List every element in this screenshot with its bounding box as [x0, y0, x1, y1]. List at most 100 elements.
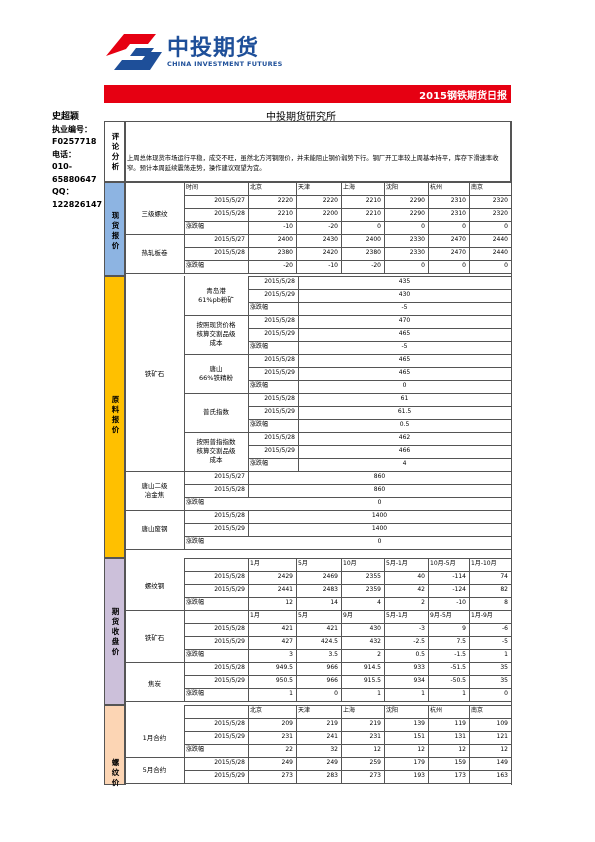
price-value: 2220: [277, 197, 293, 204]
price-value: 0: [377, 223, 381, 230]
institute-name: 中投期货研究所: [266, 112, 336, 123]
price-value: 1: [289, 690, 293, 697]
price-value: 163: [496, 772, 508, 779]
grid-line: [184, 744, 511, 745]
price-value: 7.5: [456, 638, 466, 645]
analyst-info: 史超颖 执业编号： F0257718 电话： 010- 65880647 QQ：…: [52, 111, 102, 211]
grid-line: [341, 662, 342, 701]
price-value: 934: [413, 677, 425, 684]
price-value: 2359: [365, 586, 381, 593]
section-raw: 原料报价: [104, 276, 125, 558]
grid-line: [298, 276, 299, 315]
price-value: 427: [281, 638, 293, 645]
price-value: 2355: [365, 573, 381, 580]
column-header: 北京: [250, 707, 263, 714]
price-value: 3: [289, 651, 293, 658]
column-header: 天津: [298, 707, 311, 714]
grid-line: [248, 315, 249, 354]
price-value: 2320: [492, 210, 508, 217]
grid-line: [184, 510, 511, 511]
price-value: 2441: [277, 586, 293, 593]
grid-line: [248, 662, 249, 701]
grid-line: [248, 289, 511, 290]
grid-line: [248, 393, 249, 432]
column-header: 天津: [298, 184, 311, 191]
qq-label: QQ：: [52, 187, 74, 196]
column-header: 南京: [471, 184, 484, 191]
grid-line: [248, 182, 249, 273]
material-name: 铁矿石: [144, 369, 165, 378]
grid-line: [248, 302, 511, 303]
price-value: -10: [328, 262, 338, 269]
grid-line: [184, 675, 511, 676]
grid-line: [184, 471, 511, 472]
grid-line: [184, 484, 511, 485]
row-date: 2015/5/29: [264, 447, 295, 454]
price-value: 139: [413, 720, 425, 727]
price-value: 1: [504, 651, 508, 658]
grid-line: [296, 182, 297, 273]
price-value: 2469: [322, 573, 338, 580]
price-value: 1: [462, 690, 466, 697]
price-value: 2210: [277, 210, 293, 217]
grid-line: [184, 636, 511, 637]
price-value: 0: [421, 262, 425, 269]
price-value: 40: [417, 573, 425, 580]
grid-line: [248, 610, 249, 662]
grid-line: [184, 523, 511, 524]
price-value: 3.5: [328, 651, 338, 658]
row-date: 2015/5/29: [214, 772, 245, 779]
price-value: 12: [500, 746, 508, 753]
price-value: 61: [400, 395, 409, 402]
price-value: 1400: [371, 525, 388, 532]
index-name: 普氏指数: [203, 408, 229, 416]
section-futures-label: 期货收盘价: [111, 607, 120, 656]
material-name: 唐山废钢: [141, 525, 168, 533]
price-value: 61.5: [397, 408, 412, 415]
product-name: 三级螺纹: [141, 210, 168, 218]
row-date: 2015/5/29: [214, 733, 245, 740]
column-header: 沈阳: [386, 707, 399, 714]
price-value: 231: [281, 733, 293, 740]
price-value: 0: [462, 262, 466, 269]
product-name: 热轧板卷: [141, 249, 168, 257]
price-value: 249: [326, 759, 338, 766]
grid-line: [184, 705, 511, 706]
row-date: 2015/5/28: [214, 573, 245, 580]
report-banner: 2015钢铁期货日报: [104, 85, 511, 103]
price-value: 0: [377, 538, 382, 545]
row-date: 涨跌幅: [186, 262, 205, 269]
contract-name: 1月合约: [142, 733, 167, 742]
qq-number: 122826147: [52, 199, 103, 209]
grid-line: [184, 195, 511, 196]
price-value: 2200: [322, 210, 338, 217]
price-value: 430: [398, 291, 411, 298]
row-date: 涨跌幅: [186, 499, 205, 506]
grid-line: [248, 328, 511, 329]
price-value: 173: [454, 772, 466, 779]
grid-line: [384, 662, 385, 701]
price-value: 0: [402, 382, 407, 389]
column-header: 上海: [343, 707, 356, 714]
grid-line: [428, 558, 429, 610]
price-value: 421: [281, 625, 293, 632]
price-value: -10: [456, 599, 466, 606]
column-header: 5月-1月: [386, 560, 408, 567]
grid-line: [184, 705, 185, 783]
grid-line: [428, 705, 429, 783]
grid-line: [248, 315, 511, 316]
analyst-name: 史超颖: [52, 112, 80, 122]
index-name: 按照现货价格 核算交割品级 成本: [196, 321, 236, 347]
grid-line: [125, 273, 511, 274]
price-value: 0: [504, 262, 508, 269]
price-value: 966: [326, 664, 338, 671]
section-raw-label: 原料报价: [111, 395, 120, 434]
index-name: 唐山 66%铁精粉: [199, 364, 233, 382]
grid-line: [384, 182, 385, 273]
grid-line: [184, 276, 185, 471]
phone-line-1: 010-: [52, 162, 73, 171]
price-value: -6: [502, 625, 508, 632]
grid-line: [184, 584, 511, 585]
price-value: 915.5: [363, 677, 381, 684]
price-value: 121: [496, 733, 508, 740]
